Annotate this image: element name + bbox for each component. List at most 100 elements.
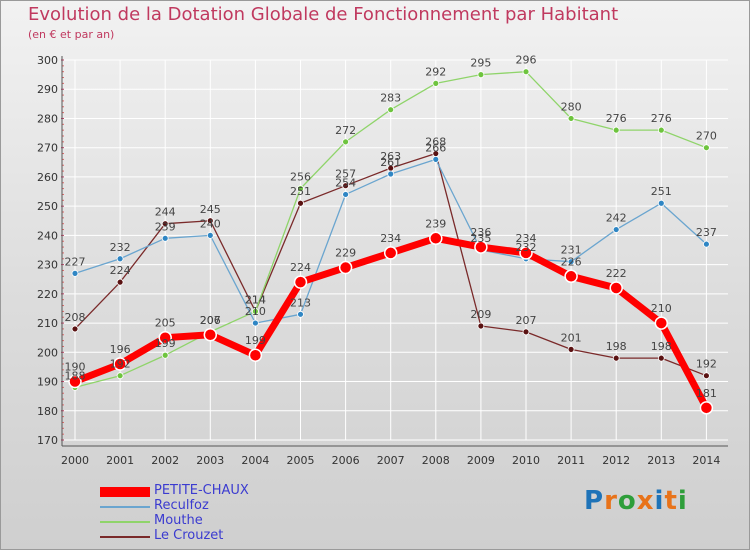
- legend-swatch: [100, 506, 150, 508]
- x-tick-label: 2009: [467, 454, 495, 467]
- data-label-petite-chaux: 236: [470, 226, 491, 239]
- data-label-reculfoz: 231: [561, 244, 582, 257]
- y-tick-label: 250: [37, 200, 58, 213]
- y-tick-label: 210: [37, 317, 58, 330]
- data-label-le-crouzet: 209: [470, 308, 491, 321]
- data-label-reculfoz: 240: [200, 217, 221, 230]
- x-tick-label: 2011: [557, 454, 585, 467]
- point-petite-chaux: [293, 275, 308, 289]
- point-petite-chaux: [609, 281, 623, 295]
- point-mouthe: [342, 138, 350, 146]
- x-tick-label: 2013: [647, 454, 675, 467]
- data-label-reculfoz: 237: [696, 226, 717, 239]
- data-label-petite-chaux: 222: [606, 267, 627, 280]
- y-tick-label: 290: [37, 83, 58, 96]
- brand-letter: r: [604, 486, 618, 516]
- point-reculfoz: [251, 319, 259, 327]
- x-tick-label: 2012: [602, 454, 630, 467]
- data-label-petite-chaux: 229: [335, 247, 356, 260]
- point-le-crouzet: [71, 325, 79, 333]
- point-mouthe: [522, 68, 530, 76]
- data-label-le-crouzet: 263: [380, 150, 401, 163]
- y-tick-label: 190: [37, 376, 58, 389]
- brand-letter: x: [636, 486, 655, 516]
- brand-letter: i: [654, 486, 665, 516]
- legend-label: Le Crouzet: [154, 528, 224, 543]
- x-tick-label: 2000: [61, 454, 89, 467]
- point-petite-chaux: [564, 269, 578, 284]
- point-petite-chaux: [248, 348, 263, 362]
- point-le-crouzet: [522, 328, 530, 336]
- point-reculfoz: [432, 155, 440, 163]
- data-label-petite-chaux: 206: [200, 314, 221, 327]
- x-tick-label: 2007: [377, 454, 405, 467]
- data-label-petite-chaux: 224: [290, 261, 311, 274]
- brand-logo: Proxiti: [584, 486, 688, 516]
- x-tick-label: 2014: [692, 454, 720, 467]
- point-le-crouzet: [342, 182, 350, 190]
- point-mouthe: [251, 307, 259, 315]
- data-label-le-crouzet: 257: [335, 168, 356, 181]
- point-le-crouzet: [477, 322, 485, 330]
- point-petite-chaux: [68, 374, 82, 389]
- data-label-reculfoz: 261: [380, 156, 401, 169]
- point-reculfoz: [297, 310, 304, 318]
- y-tick-label: 180: [37, 405, 58, 418]
- point-mouthe: [432, 79, 440, 87]
- data-label-mouthe: 276: [606, 112, 627, 125]
- point-petite-chaux: [383, 246, 398, 260]
- point-petite-chaux: [113, 357, 127, 371]
- data-label-petite-chaux: 205: [155, 317, 176, 330]
- point-petite-chaux: [338, 260, 353, 275]
- data-label-petite-chaux: 196: [110, 343, 131, 356]
- data-label-mouthe: 296: [516, 54, 537, 67]
- point-le-crouzet: [612, 354, 620, 362]
- legend-swatch: [100, 536, 150, 538]
- point-mouthe: [567, 115, 575, 122]
- point-le-crouzet: [567, 345, 575, 353]
- x-tick-label: 2002: [151, 454, 179, 467]
- axes: 170 180 190 200 210 220 230 240 250 260 270 280 290 3…: [37, 54, 728, 467]
- data-label-mouthe: 283: [380, 92, 401, 105]
- point-mouthe: [477, 71, 485, 79]
- data-label-le-crouzet: 192: [696, 358, 717, 371]
- data-label-reculfoz: 232: [516, 241, 537, 254]
- data-label-reculfoz: 213: [290, 296, 311, 309]
- point-mouthe: [703, 144, 710, 152]
- data-label-le-crouzet: 214: [245, 293, 266, 306]
- x-tick-label: 2004: [241, 454, 269, 467]
- point-mouthe: [161, 351, 169, 359]
- data-label-mouthe: 276: [651, 112, 672, 125]
- data-label-mouthe: 295: [470, 57, 491, 70]
- data-label-mouthe: 270: [696, 130, 717, 143]
- data-label-petite-chaux: 210: [651, 302, 672, 315]
- data-label-reculfoz: 227: [65, 255, 86, 268]
- x-tick-label: 2001: [106, 454, 134, 467]
- legend-label: PETITE-CHAUX: [154, 483, 249, 498]
- y-tick-label: 200: [37, 346, 58, 359]
- data-labels: 208 224 244 245 214 251 257 263 268 209 207 201 198 1…: [65, 54, 717, 400]
- data-label-le-crouzet: 268: [425, 136, 446, 149]
- brand-letter: o: [617, 486, 637, 516]
- data-label-le-crouzet: 207: [516, 314, 537, 327]
- point-le-crouzet: [297, 199, 304, 207]
- y-tick-label: 230: [37, 259, 58, 272]
- data-label-petite-chaux: 181: [696, 387, 717, 400]
- point-petite-chaux: [654, 316, 669, 330]
- brand-letter: t: [664, 486, 678, 516]
- y-tick-label: 240: [37, 229, 58, 242]
- data-label-le-crouzet: 245: [200, 203, 221, 216]
- point-reculfoz: [342, 191, 350, 198]
- data-label-mouthe: 256: [290, 171, 311, 184]
- data-label-reculfoz: 254: [335, 176, 356, 189]
- data-label-mouthe: 199: [155, 337, 176, 350]
- y-tick-label: 260: [37, 171, 58, 184]
- point-le-crouzet: [116, 278, 124, 286]
- point-petite-chaux: [474, 240, 488, 254]
- data-label-mouthe: 214: [245, 293, 266, 306]
- data-label-reculfoz: 232: [110, 241, 131, 254]
- point-petite-chaux: [519, 246, 533, 260]
- data-label-le-crouzet: 251: [290, 185, 311, 198]
- point-mouthe: [657, 126, 665, 134]
